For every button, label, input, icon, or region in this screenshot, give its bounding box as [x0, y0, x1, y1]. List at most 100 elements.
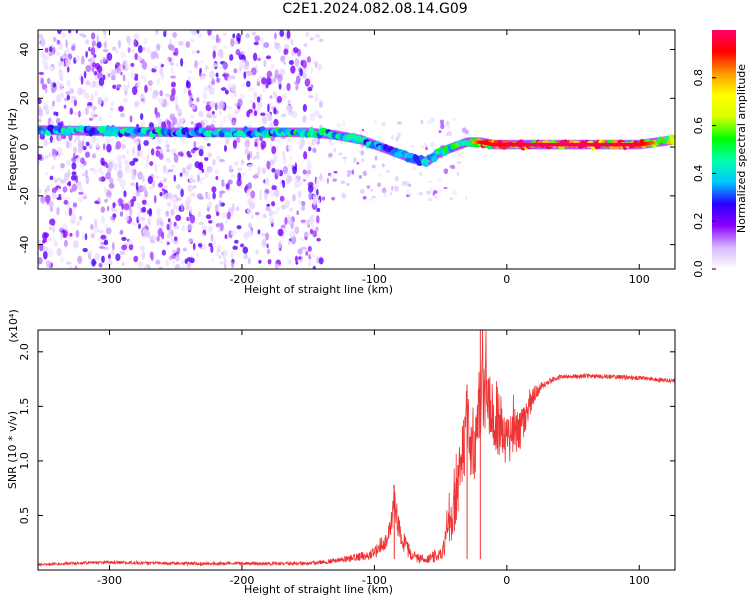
- noise-blob: [218, 199, 222, 208]
- noise-blob: [147, 217, 151, 226]
- noise-blob: [278, 240, 282, 249]
- noise-blob: [318, 38, 324, 43]
- noise-blob: [290, 65, 296, 74]
- bottom-ytick-label: 1.5: [18, 398, 31, 416]
- noise-blob: [196, 30, 200, 34]
- noise-blob: [53, 240, 59, 247]
- noise-blob: [247, 182, 253, 190]
- noise-blob: [234, 103, 238, 107]
- noise-blob: [155, 259, 161, 265]
- noise-blob: [94, 90, 98, 97]
- noise-blob: [172, 116, 178, 126]
- noise-blob: [181, 149, 185, 153]
- noise-blob: [144, 190, 148, 198]
- noise-blob: [93, 106, 97, 110]
- noise-blob: [118, 161, 122, 170]
- noise-blob: [158, 153, 164, 160]
- noise-blob: [76, 220, 81, 226]
- noise-blob: [212, 192, 216, 200]
- noise-blob: [64, 57, 71, 66]
- noise-blob: [111, 46, 117, 51]
- noise-blob: [189, 206, 193, 214]
- noise-blob: [301, 60, 307, 69]
- noise-blob: [235, 49, 241, 56]
- noise-blob: [52, 237, 56, 242]
- noise-blob: [209, 100, 215, 108]
- noise-blob: [116, 87, 120, 91]
- noise-blob: [277, 73, 283, 83]
- noise-blob: [328, 152, 333, 158]
- noise-blob: [265, 82, 269, 89]
- noise-blob: [381, 163, 385, 168]
- top-yaxis-label: Frequency (Hz): [6, 108, 19, 191]
- noise-blob: [300, 219, 306, 223]
- noise-blob: [208, 242, 213, 247]
- noise-blob: [204, 170, 209, 179]
- noise-blob: [116, 154, 122, 164]
- noise-blob: [309, 37, 314, 41]
- noise-blob: [102, 74, 106, 81]
- noise-blob: [71, 162, 77, 170]
- noise-blob: [66, 66, 70, 73]
- noise-blob: [60, 232, 64, 241]
- top-xtick-label: -100: [362, 273, 387, 286]
- noise-blob: [70, 174, 77, 181]
- noise-blob: [121, 244, 128, 251]
- noise-blob: [218, 254, 222, 259]
- noise-blob: [70, 213, 77, 221]
- noise-blob: [72, 146, 78, 154]
- noise-blob: [148, 186, 155, 190]
- noise-blob: [434, 195, 438, 199]
- noise-blob: [360, 158, 365, 163]
- noise-blob: [169, 62, 175, 66]
- noise-blob: [105, 138, 111, 145]
- noise-blob: [170, 81, 176, 88]
- noise-blob: [305, 250, 309, 256]
- noise-blob: [316, 215, 320, 224]
- noise-blob: [167, 218, 171, 223]
- noise-blob: [50, 218, 56, 226]
- ridge-blob: [670, 138, 675, 145]
- noise-blob: [308, 217, 315, 224]
- noise-blob: [96, 34, 100, 43]
- noise-blob: [127, 82, 131, 89]
- noise-blob: [170, 45, 176, 52]
- noise-blob: [206, 202, 211, 208]
- noise-blob: [269, 217, 275, 224]
- noise-blob: [122, 186, 125, 192]
- noise-blob: [121, 143, 126, 150]
- noise-blob: [38, 257, 43, 265]
- noise-blob: [115, 67, 122, 74]
- noise-blob: [67, 30, 72, 34]
- noise-blob: [340, 192, 346, 197]
- noise-blob: [161, 249, 167, 256]
- noise-blob: [74, 265, 78, 269]
- noise-blob: [109, 107, 114, 111]
- noise-blob: [38, 71, 44, 76]
- noise-blob: [149, 161, 154, 166]
- noise-blob: [222, 61, 228, 71]
- noise-blob: [309, 142, 313, 148]
- ridge-blob: [430, 155, 438, 163]
- noise-blob: [57, 188, 61, 193]
- noise-blob: [51, 148, 58, 158]
- noise-blob: [94, 252, 100, 261]
- noise-blob: [52, 139, 57, 144]
- noise-blob: [96, 41, 102, 49]
- noise-blob: [197, 243, 203, 248]
- noise-blob: [80, 55, 85, 65]
- noise-blob: [48, 200, 54, 208]
- noise-blob: [85, 65, 92, 72]
- noise-blob: [426, 119, 432, 125]
- noise-blob: [209, 70, 215, 80]
- noise-blob: [212, 238, 216, 248]
- noise-blob: [243, 71, 247, 79]
- noise-blob: [251, 214, 255, 219]
- noise-blob: [251, 31, 256, 36]
- noise-blob: [256, 166, 262, 175]
- noise-blob: [98, 167, 103, 173]
- noise-blob: [138, 216, 142, 221]
- noise-blob: [104, 163, 109, 168]
- noise-blob: [301, 205, 306, 211]
- noise-blob: [212, 62, 218, 68]
